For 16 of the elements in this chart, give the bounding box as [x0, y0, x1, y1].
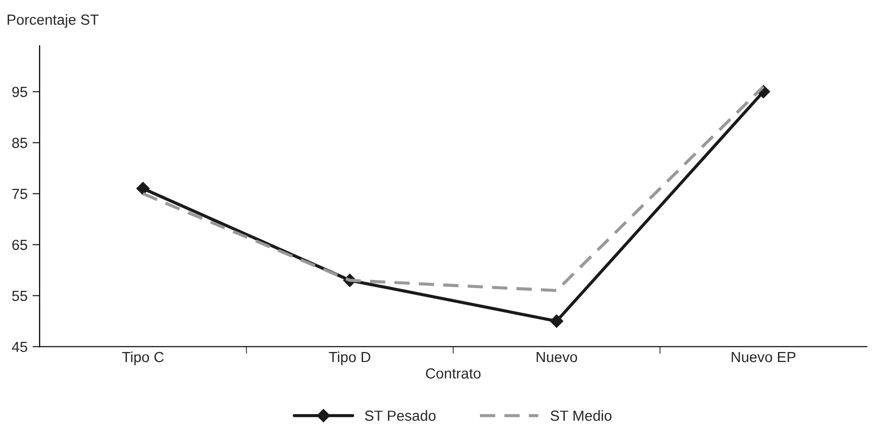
legend-label: ST Pesado [364, 410, 436, 421]
y-tick-label: 55 [12, 290, 28, 302]
x-tick-label: Tipo C [122, 351, 164, 366]
x-tick-label: Nuevo [536, 352, 578, 362]
y-tick-label: 65 [12, 240, 28, 250]
x-tick-label: Tipo D [328, 351, 370, 366]
point [136, 182, 150, 196]
legend-label: ST Medio [550, 410, 612, 421]
x-axis-title: Contrato [426, 368, 481, 379]
x-tick-label: Nuevo EP [732, 352, 796, 362]
y-axis-title: Porcentaje ST [8, 14, 99, 28]
y-tick-label: 85 [12, 138, 28, 148]
y-tick-label: 95 [12, 86, 28, 98]
y-tick-label: 75 [12, 188, 28, 200]
y-tick-label: 45 [12, 342, 28, 352]
point [550, 314, 564, 328]
